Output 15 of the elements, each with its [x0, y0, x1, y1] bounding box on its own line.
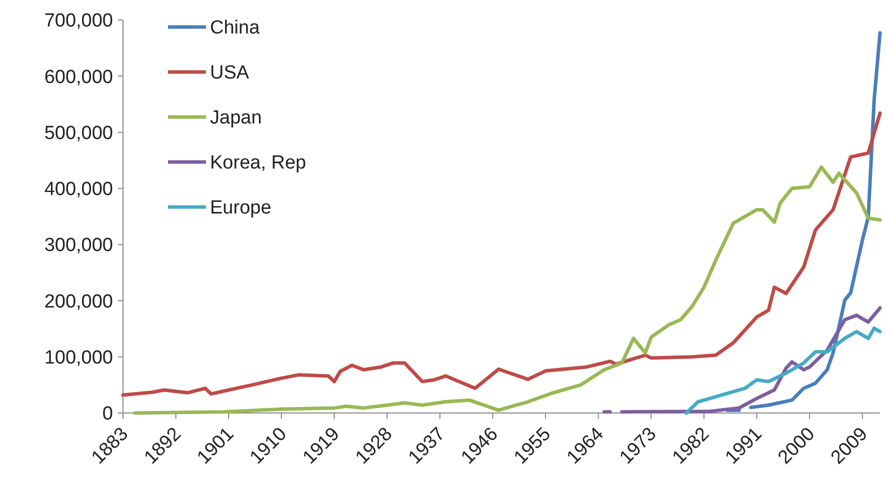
y-tick-label: 300,000	[44, 235, 113, 256]
legend-label: Japan	[210, 108, 262, 129]
legend-label: Korea, Rep	[210, 152, 306, 174]
legend-label: China	[210, 18, 260, 39]
y-tick-label: 200,000	[44, 291, 113, 312]
line-series	[121, 111, 882, 397]
y-tick-label: 600,000	[44, 66, 113, 88]
legend-label: Europe	[210, 198, 272, 219]
legend-label: USA	[210, 62, 250, 84]
y-tick-label: 0	[102, 404, 113, 425]
y-tick-label: 400,000	[44, 179, 113, 200]
y-tick-label: 700,000	[44, 10, 113, 32]
y-tick-label: 100,000	[44, 348, 113, 369]
y-tick-label: 500,000	[44, 122, 113, 144]
line-series	[684, 326, 882, 415]
